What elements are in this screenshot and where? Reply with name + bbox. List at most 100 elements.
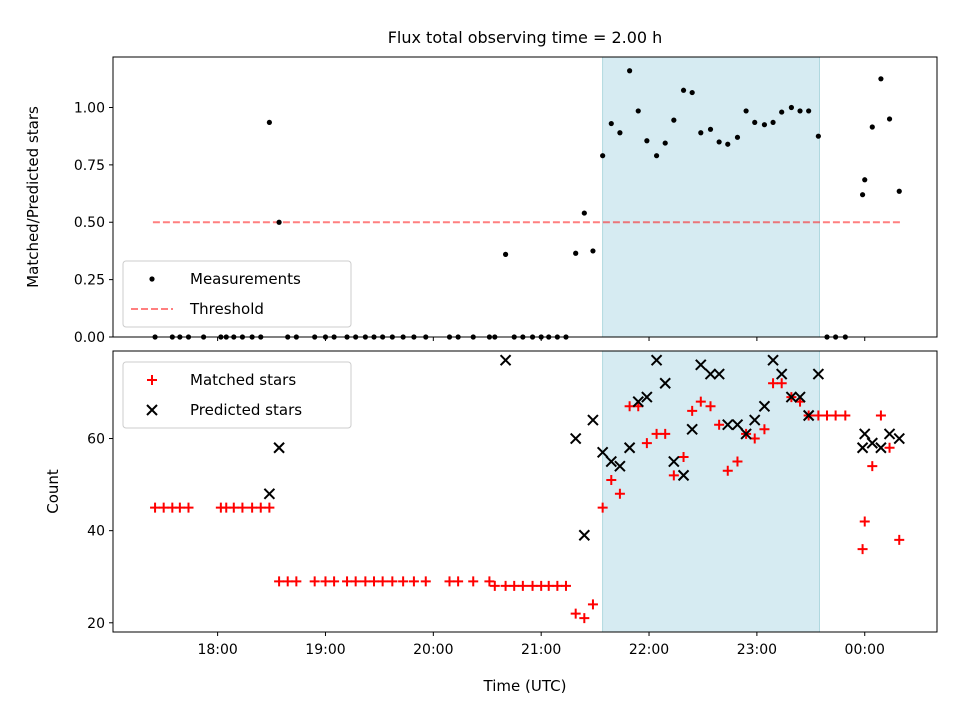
measurement-point bbox=[502, 251, 509, 257]
matched-star-marker bbox=[360, 576, 371, 587]
matched-star-marker bbox=[587, 599, 598, 610]
matched-star-marker bbox=[695, 396, 706, 407]
axes-frame bbox=[112, 56, 938, 338]
matched-star-marker bbox=[509, 580, 520, 591]
predicted-star-marker bbox=[859, 428, 871, 440]
legend-box bbox=[122, 260, 352, 328]
matched-star-marker bbox=[552, 580, 563, 591]
top-panel: 0.00 0.25 0.50 0.75 1.00 Matched/Predicted st… bbox=[24, 56, 938, 346]
measurement-point bbox=[680, 87, 687, 93]
measurement-point bbox=[689, 89, 695, 96]
legend-label: Predicted stars bbox=[190, 401, 302, 419]
predicted-star-marker bbox=[856, 442, 869, 454]
matched-star-marker bbox=[158, 502, 169, 513]
measurement-point bbox=[662, 140, 668, 146]
matched-star-marker bbox=[500, 580, 511, 591]
matched-star-marker bbox=[722, 465, 733, 476]
predicted-star-marker bbox=[802, 409, 815, 422]
matched-star-marker bbox=[420, 576, 431, 587]
matched-star-marker bbox=[183, 502, 194, 513]
matched-star-marker bbox=[350, 576, 361, 587]
matched-star-marker bbox=[579, 613, 590, 624]
predicted-star-marker bbox=[578, 529, 591, 541]
matched-star-marker bbox=[174, 502, 185, 513]
predicted-star-marker bbox=[713, 368, 725, 380]
matched-star-marker bbox=[894, 534, 905, 545]
matched-star-marker bbox=[453, 576, 464, 587]
predicted-star-marker bbox=[740, 428, 752, 440]
matched-star-marker bbox=[274, 576, 285, 587]
predicted-star-marker bbox=[632, 395, 644, 408]
predicted-star-marker bbox=[499, 354, 512, 366]
matched-star-marker bbox=[687, 405, 698, 416]
y-tick-label: 0.00 bbox=[74, 330, 105, 346]
legend-label: Matched stars bbox=[190, 371, 296, 389]
matched-star-marker bbox=[678, 451, 689, 462]
bottom-panel: 20 40 60 18:00 19:00 20:00 21:00 22:00 23:00 00:0… bbox=[44, 350, 938, 695]
matched-star-marker bbox=[387, 576, 398, 587]
predicted-star-marker bbox=[263, 488, 276, 500]
matched-star-marker bbox=[517, 580, 528, 591]
matched-star-marker bbox=[813, 410, 824, 421]
matched-star-marker bbox=[484, 576, 495, 587]
legend-box bbox=[122, 361, 352, 429]
measurement-point bbox=[653, 153, 660, 159]
y-tick-label: 40 bbox=[87, 524, 105, 540]
matched-star-marker bbox=[857, 544, 868, 555]
predicted-star-marker bbox=[731, 418, 744, 431]
predicted-star-marker bbox=[641, 391, 653, 403]
matched-star-marker bbox=[660, 428, 671, 439]
matched-star-marker bbox=[875, 410, 886, 421]
matched-star-marker bbox=[759, 424, 770, 435]
legend-label: Measurements bbox=[190, 270, 301, 288]
predicted-star-marker bbox=[875, 442, 887, 454]
measurement-point bbox=[806, 108, 812, 114]
predicted-star-marker bbox=[883, 428, 896, 440]
measurement-point bbox=[859, 192, 866, 198]
matched-star-marker bbox=[264, 502, 275, 513]
predicted-star-marker bbox=[704, 368, 717, 380]
matched-star-marker bbox=[228, 502, 239, 513]
predicted-star-marker bbox=[686, 423, 698, 436]
measurement-point bbox=[862, 177, 868, 183]
y-axis-label: Matched/Predicted stars bbox=[24, 106, 42, 288]
predicted-star-marker bbox=[623, 442, 636, 454]
observing-window-shade bbox=[602, 350, 820, 633]
x-tick-label: 21:00 bbox=[521, 642, 561, 658]
predicted-star-marker bbox=[893, 432, 905, 445]
matched-star-marker bbox=[597, 502, 608, 513]
legend-label: Threshold bbox=[189, 300, 264, 318]
matched-star-marker bbox=[320, 576, 331, 587]
predicted-star-marker bbox=[722, 418, 734, 431]
matched-star-marker bbox=[282, 576, 293, 587]
legend-measurement-icon bbox=[149, 276, 155, 282]
measurement-point bbox=[770, 119, 776, 126]
matched-star-marker bbox=[247, 502, 258, 513]
predicted-star-marker bbox=[659, 377, 671, 389]
measurement-point bbox=[815, 133, 821, 139]
matched-star-marker bbox=[560, 580, 571, 591]
measurement-point bbox=[886, 116, 893, 122]
x-tick-label: 22:00 bbox=[629, 642, 669, 658]
axes-frame bbox=[112, 350, 938, 633]
y-tick-label: 20 bbox=[87, 616, 105, 632]
matched-star-marker bbox=[329, 576, 340, 587]
matched-star-marker bbox=[570, 608, 581, 619]
matched-star-marker bbox=[291, 576, 302, 587]
y-tick-label: 0.50 bbox=[74, 215, 105, 231]
legend-predicted-icon bbox=[146, 404, 158, 416]
predicted-star-marker bbox=[695, 359, 707, 371]
legend: Matched stars Predicted stars bbox=[122, 361, 352, 429]
predicted-star-marker bbox=[569, 432, 582, 445]
predicted-star-marker bbox=[758, 400, 771, 412]
predicted-star-marker bbox=[775, 368, 788, 380]
predicted-star-marker bbox=[794, 391, 806, 403]
matched-star-marker bbox=[237, 502, 248, 513]
measurement-point bbox=[725, 141, 731, 147]
x-tick-label: 19:00 bbox=[305, 642, 345, 658]
predicted-star-marker bbox=[749, 414, 761, 426]
observing-window-shade bbox=[602, 56, 820, 338]
measurement-point bbox=[627, 68, 633, 74]
chart-title: Flux total observing time = 2.00 h bbox=[388, 28, 663, 47]
predicted-star-marker bbox=[596, 446, 609, 459]
